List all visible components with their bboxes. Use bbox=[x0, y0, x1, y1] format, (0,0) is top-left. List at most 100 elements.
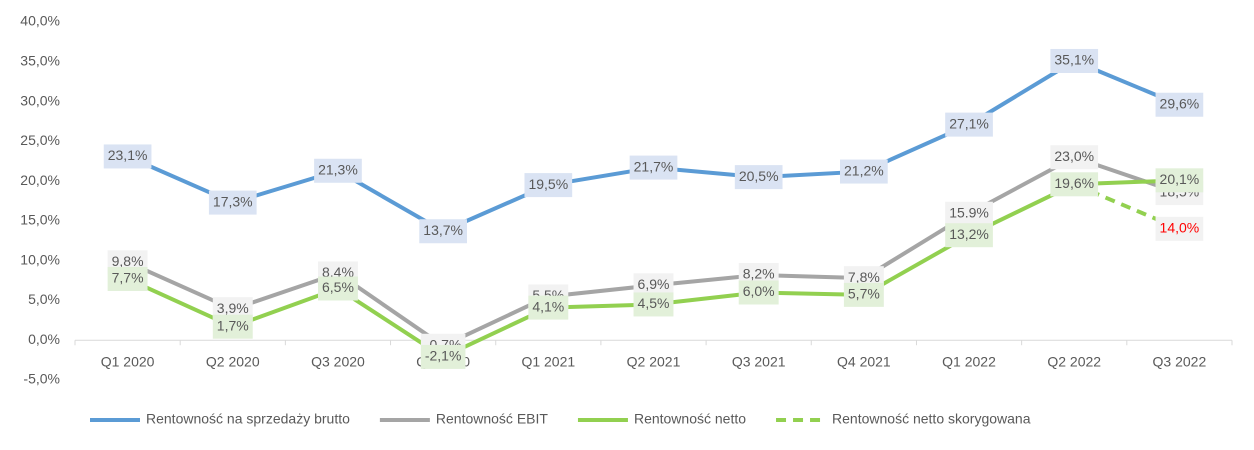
y-tick-label: -5,0% bbox=[23, 371, 60, 387]
data-label: 17,3% bbox=[213, 193, 253, 209]
data-label-bg bbox=[945, 112, 993, 137]
data-label-group: 35,1% bbox=[1050, 48, 1099, 73]
x-tick-label: Q1 2022 bbox=[942, 354, 996, 370]
data-label-group: 21,7% bbox=[629, 155, 678, 180]
data-label-group: 20,1% bbox=[1155, 168, 1204, 193]
y-tick-label: 40,0% bbox=[20, 13, 60, 29]
y-tick-label: 25,0% bbox=[20, 132, 60, 148]
data-label: 27,1% bbox=[949, 115, 989, 131]
data-label: 21,7% bbox=[634, 158, 674, 174]
data-label: 21,3% bbox=[318, 161, 358, 177]
data-label: 7,7% bbox=[112, 270, 144, 286]
data-label: 3,9% bbox=[217, 300, 249, 316]
data-label: 4,1% bbox=[532, 298, 564, 314]
data-label-group: 21,3% bbox=[314, 158, 362, 183]
data-label-bg bbox=[420, 344, 466, 369]
data-label-bg bbox=[419, 219, 467, 244]
x-tick-label: Q3 2020 bbox=[311, 354, 365, 370]
data-label: 6,0% bbox=[743, 283, 775, 299]
data-label-bg bbox=[107, 266, 148, 291]
data-label-bg bbox=[212, 314, 253, 339]
data-label-group: 13,7% bbox=[419, 219, 467, 244]
data-label: 35,1% bbox=[1054, 52, 1094, 68]
data-label-bg bbox=[633, 292, 674, 317]
x-tick-label: Q1 2020 bbox=[101, 354, 155, 370]
legend-label: Rentowność netto bbox=[634, 411, 746, 427]
data-label-group: 4,5% bbox=[633, 292, 674, 317]
y-tick-label: 20,0% bbox=[20, 172, 60, 188]
data-label-group: 17,3% bbox=[208, 190, 257, 215]
data-label-bg bbox=[1155, 168, 1204, 193]
data-label-group: 14,0% bbox=[1155, 216, 1204, 241]
data-label-group: 13,2% bbox=[945, 223, 993, 248]
data-label: 13,2% bbox=[949, 226, 989, 242]
data-label-group: 21,2% bbox=[840, 159, 888, 184]
data-label-group: 23,1% bbox=[103, 144, 152, 169]
data-label: 19,5% bbox=[528, 176, 568, 192]
data-label-bg bbox=[524, 173, 573, 198]
data-label: 5,7% bbox=[848, 286, 880, 302]
data-label-bg bbox=[314, 158, 362, 183]
data-label: -2,1% bbox=[425, 348, 462, 364]
data-label: 6,5% bbox=[322, 279, 354, 295]
y-tick-label: 35,0% bbox=[20, 52, 60, 68]
y-tick-label: 5,0% bbox=[28, 291, 60, 307]
series-line bbox=[126, 58, 1181, 234]
data-label: 9,8% bbox=[112, 253, 144, 269]
data-label: 23,0% bbox=[1054, 148, 1094, 164]
data-label-group: 29,6% bbox=[1155, 92, 1204, 117]
data-label-group: 20,5% bbox=[734, 165, 783, 190]
data-label-bg bbox=[945, 223, 993, 248]
data-label: 20,1% bbox=[1160, 171, 1200, 187]
data-label: 1,7% bbox=[217, 317, 249, 333]
x-tick-label: Q4 2021 bbox=[837, 354, 891, 370]
data-label-bg bbox=[208, 190, 257, 215]
data-label-bg bbox=[528, 295, 569, 320]
data-label: 13,7% bbox=[423, 222, 463, 238]
data-label: 19,6% bbox=[1054, 175, 1094, 191]
y-tick-label: 15,0% bbox=[20, 212, 60, 228]
y-tick-label: 10,0% bbox=[20, 251, 60, 267]
y-tick-label: 0,0% bbox=[28, 331, 60, 347]
series-line bbox=[126, 178, 1180, 359]
data-label-group: 1,7% bbox=[212, 314, 253, 339]
data-label-group: 7,7% bbox=[107, 266, 148, 291]
data-label: 8,4% bbox=[322, 264, 354, 280]
data-label-group: 23,0% bbox=[1050, 145, 1099, 170]
data-label-bg bbox=[843, 282, 884, 307]
x-tick-label: Q2 2020 bbox=[206, 354, 260, 370]
data-label: 29,6% bbox=[1160, 95, 1200, 111]
data-label: 7,8% bbox=[848, 269, 880, 285]
data-label-bg bbox=[734, 165, 783, 190]
data-label: 20,5% bbox=[739, 168, 779, 184]
data-label-group: 19,6% bbox=[1050, 172, 1099, 197]
data-label: 21,2% bbox=[844, 162, 884, 178]
data-label-bg bbox=[317, 276, 358, 301]
data-label-bg bbox=[103, 144, 152, 169]
data-label-bg bbox=[629, 155, 678, 180]
data-label: 23,1% bbox=[108, 147, 148, 163]
data-label-group: 5,7% bbox=[843, 282, 884, 307]
data-label-group: 19,5% bbox=[524, 173, 573, 198]
data-label-bg bbox=[840, 159, 888, 184]
data-label-bg bbox=[1155, 92, 1204, 117]
data-label-bg bbox=[738, 280, 779, 305]
data-label-bg bbox=[1050, 48, 1099, 73]
data-label-bg bbox=[1050, 172, 1099, 197]
x-tick-label: Q1 2021 bbox=[521, 354, 575, 370]
data-label-group: 6,5% bbox=[317, 276, 358, 301]
x-tick-label: Q3 2022 bbox=[1153, 354, 1207, 370]
data-label: 14,0% bbox=[1160, 220, 1200, 236]
data-label: 15.9% bbox=[949, 204, 989, 220]
data-label: 8,2% bbox=[743, 266, 775, 282]
legend-label: Rentowność EBIT bbox=[436, 411, 548, 427]
data-label-group: 15.9% bbox=[945, 201, 993, 226]
legend-label: Rentowność netto skorygowana bbox=[832, 411, 1031, 427]
x-tick-label: Q2 2021 bbox=[627, 354, 681, 370]
x-tick-label: Q2 2022 bbox=[1047, 354, 1101, 370]
data-label: 4,5% bbox=[638, 295, 670, 311]
data-label-group: 27,1% bbox=[945, 112, 993, 137]
data-label: 6,9% bbox=[638, 276, 670, 292]
data-label-group: 6,0% bbox=[738, 280, 779, 305]
